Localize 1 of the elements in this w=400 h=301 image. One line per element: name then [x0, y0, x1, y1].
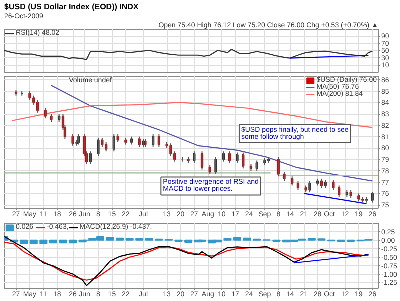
chart-title: $USD (US Dollar Index (EOD)) INDX	[4, 2, 140, 12]
